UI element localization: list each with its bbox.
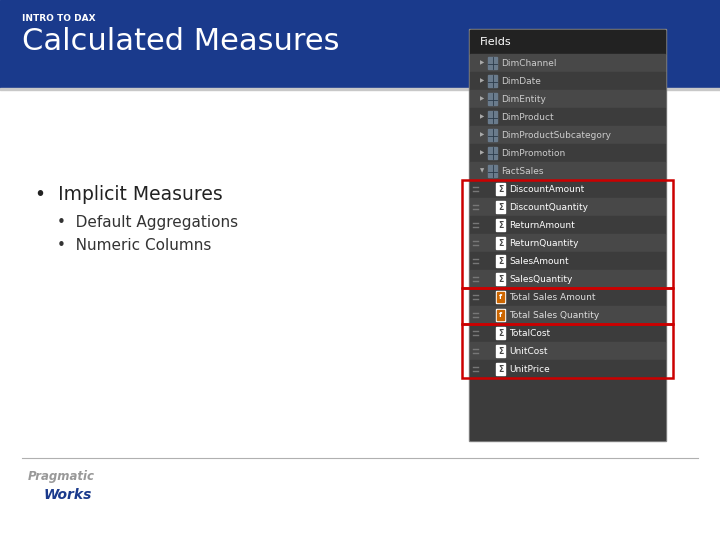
Text: Σ: Σ (498, 202, 503, 212)
Bar (497, 310, 504, 320)
Bar (488, 147, 497, 159)
Bar (497, 292, 504, 302)
Text: TotalCost: TotalCost (509, 328, 550, 338)
Bar (488, 93, 497, 105)
Text: Total Sales Amount: Total Sales Amount (509, 293, 595, 301)
Text: DimProductSubcategory: DimProductSubcategory (501, 131, 611, 139)
Bar (496, 255, 505, 267)
Bar (462, 288, 673, 324)
Text: Σ: Σ (498, 256, 503, 266)
Text: ▶: ▶ (480, 151, 485, 156)
Text: DiscountQuantity: DiscountQuantity (509, 202, 588, 212)
Text: Σ: Σ (498, 239, 503, 247)
Text: Pragmatic: Pragmatic (28, 470, 95, 483)
Bar (470, 198, 665, 216)
Text: UnitCost: UnitCost (509, 347, 547, 355)
Text: INTRO TO DAX: INTRO TO DAX (22, 14, 96, 23)
Bar (496, 201, 505, 213)
Bar (470, 162, 665, 180)
Text: Σ: Σ (498, 347, 503, 355)
Bar (470, 324, 665, 342)
Bar (470, 360, 665, 378)
Bar (488, 111, 497, 123)
Bar (470, 306, 665, 324)
Bar (488, 75, 497, 87)
Text: Works: Works (44, 488, 92, 502)
Bar (0, 0, 720, 88)
Text: •  Implicit Measures: • Implicit Measures (35, 185, 222, 204)
Bar (470, 288, 665, 306)
Text: ReturnQuantity: ReturnQuantity (509, 239, 578, 247)
Bar (496, 363, 505, 375)
Text: f: f (499, 294, 502, 300)
Bar (488, 57, 497, 69)
Bar (470, 54, 665, 72)
Text: UnitPrice: UnitPrice (509, 364, 550, 374)
Bar (496, 309, 505, 321)
Text: f: f (499, 312, 502, 318)
Bar (470, 342, 665, 360)
Bar (470, 30, 665, 54)
Text: ▼: ▼ (480, 168, 485, 173)
Bar (496, 273, 505, 285)
Text: •  Numeric Columns: • Numeric Columns (57, 238, 212, 253)
Bar (470, 252, 665, 270)
Text: Σ: Σ (498, 274, 503, 284)
Bar (496, 291, 505, 303)
Text: ▶: ▶ (480, 114, 485, 119)
Text: Σ: Σ (498, 364, 503, 374)
Text: SalesQuantity: SalesQuantity (509, 274, 572, 284)
Bar (470, 108, 665, 126)
Text: DimChannel: DimChannel (501, 58, 557, 68)
Bar (470, 30, 665, 440)
Bar (470, 216, 665, 234)
Bar (496, 237, 505, 249)
Bar (470, 270, 665, 288)
Text: DiscountAmount: DiscountAmount (509, 185, 584, 193)
Text: FactSales: FactSales (501, 166, 544, 176)
Bar (488, 129, 497, 141)
Bar (496, 345, 505, 357)
Text: •  Default Aggregations: • Default Aggregations (57, 215, 238, 230)
Text: DimProduct: DimProduct (501, 112, 554, 122)
Text: Σ: Σ (498, 220, 503, 230)
Bar (0, 88, 720, 90)
Text: DimEntity: DimEntity (501, 94, 546, 104)
Bar (470, 180, 665, 198)
Text: Calculated Measures: Calculated Measures (22, 27, 340, 56)
Bar (470, 90, 665, 108)
Bar (488, 165, 497, 177)
Bar (496, 183, 505, 195)
Text: Fields: Fields (480, 37, 512, 47)
Bar (470, 234, 665, 252)
Text: DimDate: DimDate (501, 77, 541, 85)
Text: ▶: ▶ (480, 132, 485, 138)
Text: ▶: ▶ (480, 97, 485, 102)
Bar (470, 144, 665, 162)
Text: SalesAmount: SalesAmount (509, 256, 569, 266)
Bar (496, 327, 505, 339)
Bar (470, 72, 665, 90)
Text: ▶: ▶ (480, 60, 485, 65)
Text: ReturnAmount: ReturnAmount (509, 220, 575, 230)
Bar (496, 219, 505, 231)
Bar (470, 126, 665, 144)
Text: DimPromotion: DimPromotion (501, 148, 565, 158)
Bar (462, 180, 673, 288)
Text: ▶: ▶ (480, 78, 485, 84)
Text: Σ: Σ (498, 185, 503, 193)
Bar (462, 324, 673, 378)
Bar (469, 29, 666, 441)
Text: Total Sales Quantity: Total Sales Quantity (509, 310, 599, 320)
Text: Σ: Σ (498, 328, 503, 338)
